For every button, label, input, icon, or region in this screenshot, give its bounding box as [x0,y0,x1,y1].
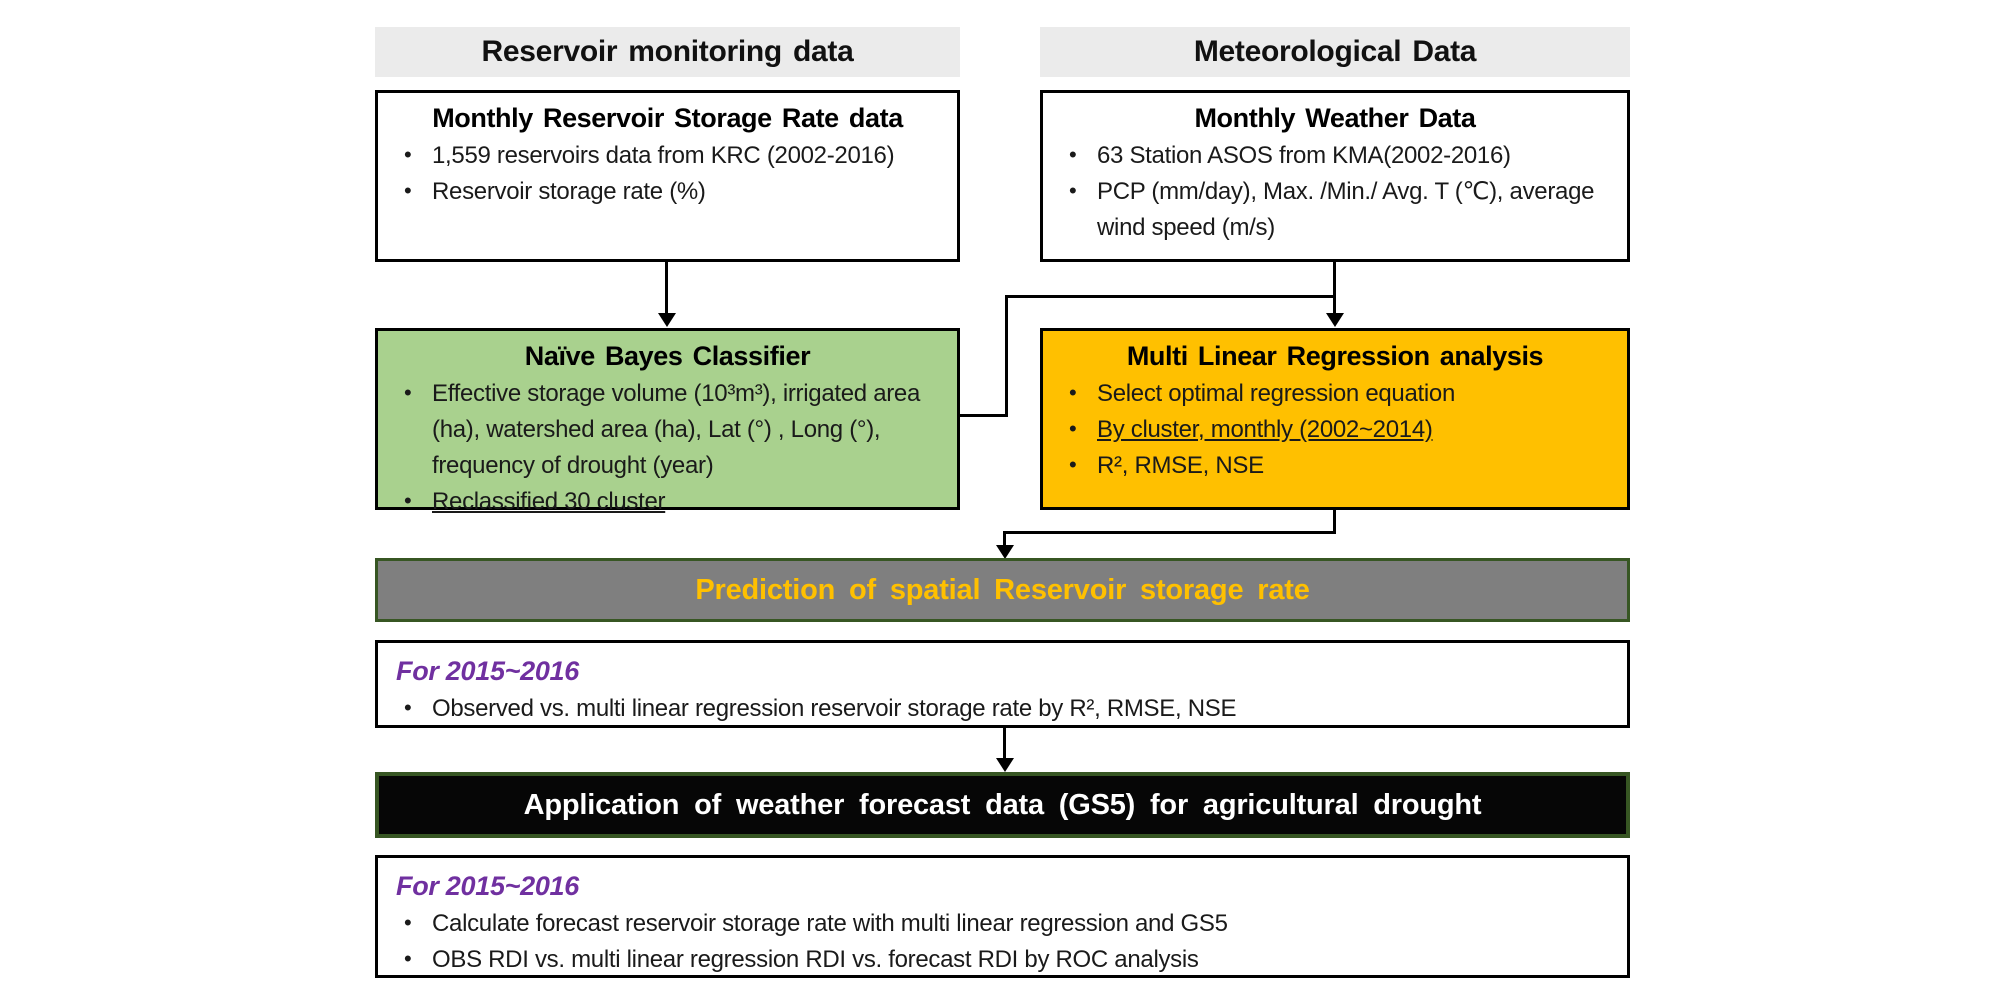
weather-bullet-list: 63 Station ASOS from KMA(2002-2016) PCP … [1043,137,1627,246]
application-bar: Application of weather forecast data (GS… [375,772,1630,838]
connector-orange-horizontal [1003,531,1336,534]
prediction-bar: Prediction of spatial Reservoir storage … [375,558,1630,622]
connector-green-to-orange-horizontal [1005,295,1336,298]
validation-period-label: For 2015~2016 [396,656,579,686]
arrowhead-into-application-bar [996,758,1014,772]
connector-validation-vertical [1003,727,1006,760]
bullet-roc-analysis: OBS RDI vs. multi linear regression RDI … [378,941,1627,978]
box-validation-2015-2016: For 2015~2016 Observed vs. multi linear … [375,640,1630,728]
connector-green-out-horizontal [960,414,1008,417]
box-title-reservoir-storage: Monthly Reservoir Storage Rate data [432,103,903,133]
bullet-optimal-equation: Select optimal regression equation [1043,375,1627,412]
connector-right-vertical [1333,261,1336,314]
arrowhead-into-orange-box [1326,313,1344,327]
bullet-krc-data: 1,559 reservoirs data from KRC (2002-201… [378,137,957,174]
bullet-storage-rate: Reservoir storage rate (%) [378,173,957,210]
header-reservoir-monitoring: Reservoir monitoring data [375,27,960,77]
box-multi-linear-regression: Multi Linear Regression analysis Select … [1040,328,1630,510]
bullet-r2-rmse-nse: R², RMSE, NSE [1043,447,1627,484]
box-forecast-2015-2016: For 2015~2016 Calculate forecast reservo… [375,855,1630,978]
box-title-naive-bayes: Naïve Bayes Classifier [524,341,811,371]
header-meteorological: Meteorological Data [1040,27,1630,77]
arrowhead-into-green-box [658,313,676,327]
naive-bayes-bullet-list: Effective storage volume (10³m³), irriga… [378,375,957,520]
connector-into-prediction-vertical [1003,531,1006,547]
box-monthly-reservoir-storage: Monthly Reservoir Storage Rate data 1,55… [375,90,960,262]
bullet-observed-vs-regression: Observed vs. multi linear regression res… [378,690,1627,727]
bullet-reclassified-cluster: Reclassified 30 cluster [378,483,957,520]
bullet-weather-variables: PCP (mm/day), Max. /Min./ Avg. T (℃), av… [1043,173,1627,246]
bullet-classifier-features: Effective storage volume (10³m³), irriga… [378,375,957,484]
bullet-calculate-forecast: Calculate forecast reservoir storage rat… [378,905,1627,942]
connector-orange-down-vertical [1333,510,1336,534]
bullet-by-cluster-monthly: By cluster, monthly (2002~2014) [1043,411,1627,448]
box-title-regression: Multi Linear Regression analysis [1126,341,1544,371]
forecast-period-label: For 2015~2016 [396,871,579,901]
forecast-bullet-list: Calculate forecast reservoir storage rat… [378,905,1627,978]
connector-left-vertical [665,261,668,314]
box-monthly-weather: Monthly Weather Data 63 Station ASOS fro… [1040,90,1630,262]
box-title-weather: Monthly Weather Data [1194,103,1476,133]
bullet-asos-stations: 63 Station ASOS from KMA(2002-2016) [1043,137,1627,174]
regression-bullet-list: Select optimal regression equation By cl… [1043,375,1627,484]
box-naive-bayes: Naïve Bayes Classifier Effective storage… [375,328,960,519]
connector-green-up-vertical [1005,295,1008,417]
arrowhead-into-prediction-bar [996,545,1014,559]
reservoir-storage-bullet-list: 1,559 reservoirs data from KRC (2002-201… [378,137,957,210]
validation-bullet-list: Observed vs. multi linear regression res… [378,690,1627,727]
